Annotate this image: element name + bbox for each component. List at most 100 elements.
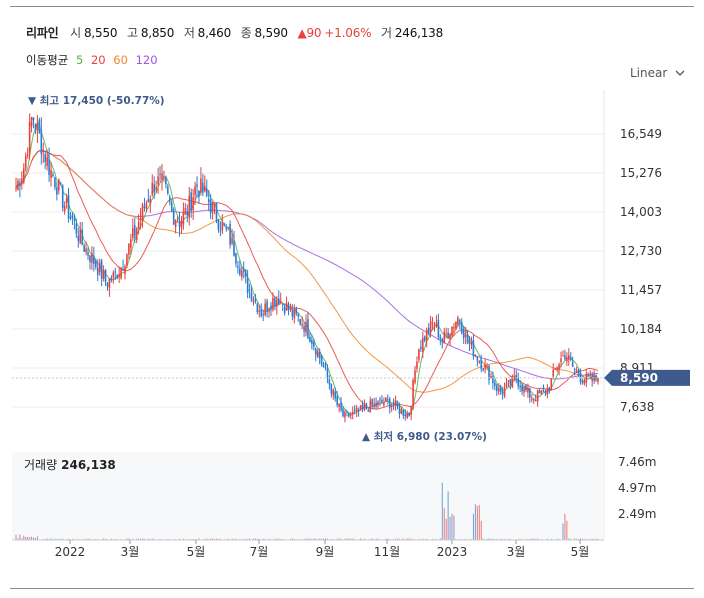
candle-body: [54, 177, 56, 188]
candle-body: [36, 123, 39, 131]
candle-body: [21, 178, 23, 184]
candle-body: [394, 400, 397, 407]
candle-body: [359, 405, 362, 411]
candle-body: [313, 341, 315, 347]
candle-body: [435, 322, 438, 327]
candle-body: [204, 185, 206, 192]
candle-body: [38, 119, 41, 134]
candle-body: [69, 216, 72, 218]
candle-body: [534, 399, 537, 401]
candle-body: [427, 328, 430, 334]
candle-body: [217, 220, 220, 230]
ma-legend-item-5[interactable]: 5: [75, 53, 84, 67]
candle-body: [494, 382, 496, 386]
candle-body: [349, 414, 352, 416]
candle-body: [573, 369, 576, 371]
candle-body: [357, 410, 360, 412]
candle-body: [523, 386, 525, 393]
candle-body: [470, 341, 473, 346]
x-axis: 2022 3월 5월 7월 9월 11월 2023 3월 5월: [12, 539, 604, 559]
candle-body: [307, 319, 309, 339]
candle-body: [301, 324, 303, 326]
ma-legend-item-20[interactable]: 20: [90, 53, 106, 67]
candle-body: [237, 266, 239, 268]
candle-body: [40, 130, 43, 155]
candle-body: [297, 314, 300, 317]
candle-body: [513, 375, 516, 378]
candle-body: [46, 157, 48, 167]
candle-body: [334, 391, 337, 399]
candle-body: [157, 176, 159, 185]
candle-body: [515, 374, 518, 380]
candle-body: [114, 271, 117, 273]
candle-body: [311, 339, 313, 345]
candle-body: [568, 355, 570, 360]
top-border: [10, 6, 694, 7]
y-tick-label: 10,184: [620, 322, 662, 336]
candle-body: [299, 318, 301, 325]
candle-body: [488, 365, 490, 381]
candle-body: [490, 376, 492, 378]
candle-body: [194, 186, 196, 196]
candle-body: [240, 270, 243, 277]
candle-body: [73, 219, 76, 221]
candle-body: [279, 300, 282, 303]
candle-body: [540, 390, 543, 395]
candle-body: [478, 360, 481, 363]
candle-body: [91, 252, 93, 263]
candle-body: [532, 399, 535, 401]
candle-body: [200, 178, 202, 193]
candle-body: [149, 198, 152, 204]
candle-body: [441, 338, 444, 342]
candle-body: [564, 355, 566, 359]
candle-body: [371, 398, 374, 406]
candle-body: [274, 298, 276, 307]
candle-body: [272, 297, 274, 310]
scale-dropdown[interactable]: Linear: [630, 66, 685, 80]
bottom-border: [10, 588, 694, 589]
ma-legend-item-60[interactable]: 60: [113, 53, 128, 67]
candle-body: [420, 346, 422, 349]
candle-body: [482, 368, 484, 371]
candle-body: [503, 387, 506, 397]
candle-body: [429, 321, 432, 332]
candle-body: [153, 184, 156, 193]
volume-label: 거: [380, 26, 392, 40]
candle-body: [186, 211, 189, 216]
candle-body: [517, 378, 519, 387]
candle-body: [61, 185, 64, 208]
volume-axis: 7.46m 4.97m 2.49m: [618, 455, 656, 521]
candle-body: [65, 198, 68, 204]
candle-body: [544, 391, 547, 394]
candle-body: [213, 203, 216, 206]
candle-body: [457, 317, 459, 325]
candle-body: [135, 228, 138, 240]
candle-body: [295, 308, 298, 314]
candle-body: [375, 402, 377, 407]
close-label: 종: [240, 26, 252, 40]
candle-body: [110, 277, 113, 281]
candle-body: [363, 405, 366, 410]
candle-body: [583, 380, 586, 384]
candle-body: [404, 414, 407, 417]
candle-body: [303, 326, 305, 332]
candle-body: [558, 364, 560, 370]
candle-body: [209, 199, 212, 214]
candle-body: [205, 188, 208, 196]
candle-body: [449, 334, 451, 340]
candle-body: [289, 307, 292, 310]
low-value: 8,460: [197, 26, 232, 40]
candle-body: [521, 384, 523, 392]
candle-body: [589, 374, 592, 376]
ma-legend-item-120[interactable]: 120: [135, 53, 158, 67]
candle-body: [507, 380, 510, 382]
candle-body: [254, 298, 257, 302]
candle-body: [322, 363, 325, 367]
candle-body: [233, 240, 235, 256]
candle-body: [246, 278, 249, 293]
candle-body: [139, 218, 142, 220]
candle-body: [531, 398, 533, 400]
candle-body: [462, 330, 465, 339]
candle-body: [89, 255, 91, 262]
